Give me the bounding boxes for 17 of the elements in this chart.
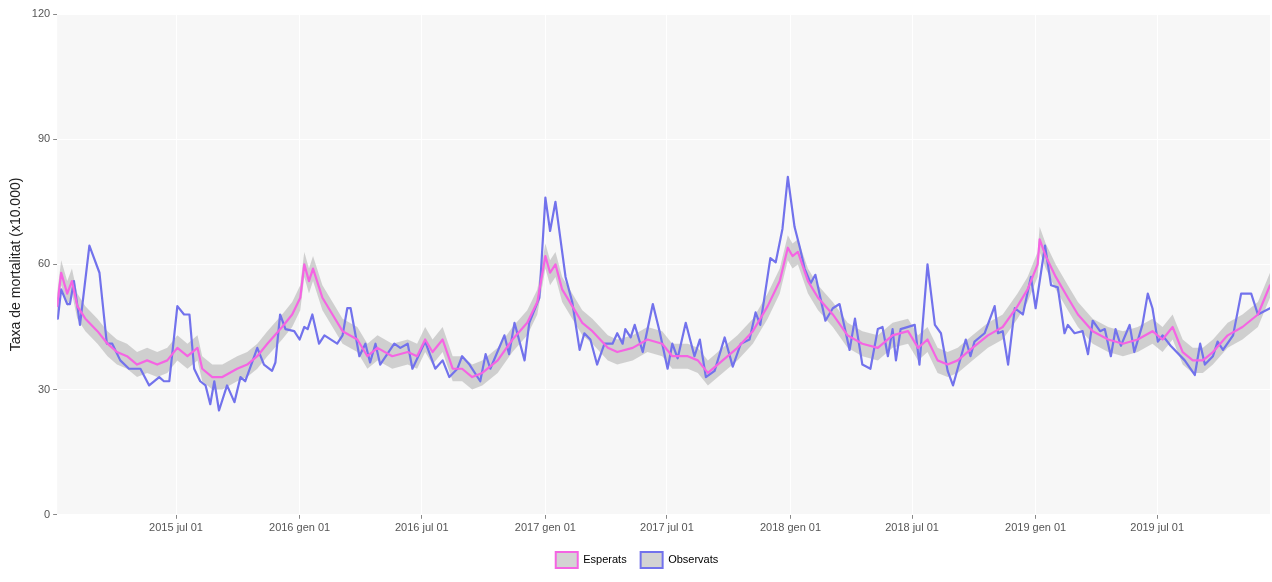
- legend-label: Esperats: [583, 553, 628, 566]
- x-tick-label: 2016 jul 01: [394, 521, 449, 534]
- x-tick-label: 2019 gen 01: [1005, 521, 1067, 534]
- x-tick-label: 2017 jul 01: [640, 521, 694, 534]
- x-tick-label: 2019 jul 01: [1130, 521, 1185, 534]
- x-tick-label: 2015 jul 01: [149, 521, 203, 534]
- x-tick-label: 2016 gen 01: [269, 521, 331, 534]
- y-tick-label: 0: [44, 507, 51, 520]
- x-tick-label: 2018 jul 01: [885, 521, 939, 534]
- y-tick-label: 120: [31, 7, 51, 20]
- x-tick-label: 2017 gen 01: [514, 521, 576, 534]
- y-tick-label: 90: [37, 132, 51, 145]
- legend-label: Observats: [668, 553, 719, 566]
- y-axis-title: Taxa de mortalitat (x10.000): [7, 177, 24, 352]
- y-tick-label: 60: [37, 257, 51, 270]
- y-tick-label: 30: [37, 382, 51, 395]
- x-tick-label: 2018 gen 01: [759, 521, 822, 534]
